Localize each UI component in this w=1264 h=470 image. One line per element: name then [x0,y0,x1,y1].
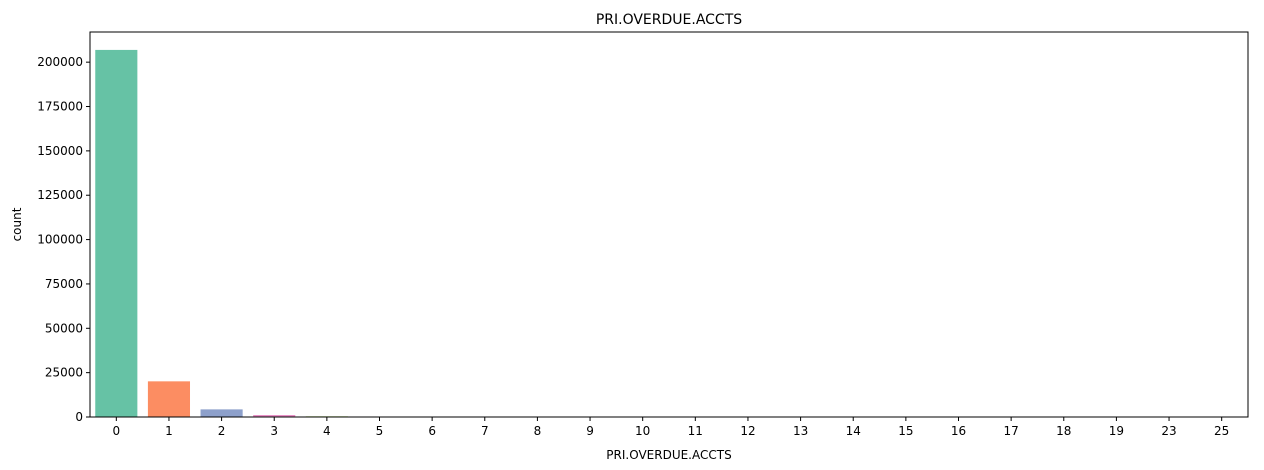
y-tick-label-200000: 200000 [37,55,83,69]
x-tick-label-0: 0 [112,424,120,438]
x-tick-label-8: 8 [534,424,542,438]
y-tick-label-150000: 150000 [37,144,83,158]
x-tick-label-6: 6 [428,424,436,438]
x-tick-label-16: 16 [951,424,966,438]
bar-3 [253,415,296,417]
x-tick-label-19: 19 [1109,424,1124,438]
y-axis: 0 25000 50000 75000 100000 125000 150000 175000… [37,55,90,424]
x-tick-label-10: 10 [635,424,650,438]
plot-frame [89,31,1249,418]
x-tick-label-23: 23 [1161,424,1176,438]
x-tick-label-4: 4 [323,424,331,438]
y-tick-label-125000: 125000 [37,188,83,202]
bars-group [95,49,927,418]
y-tick-label-100000: 100000 [37,233,83,247]
x-tick-label-2: 2 [218,424,226,438]
y-tick-label-50000: 50000 [45,321,83,335]
bar-2 [200,409,243,417]
y-axis-label: count [10,207,24,241]
x-tick-label-17: 17 [1003,424,1018,438]
x-tick-label-12: 12 [740,424,755,438]
x-tick-label-18: 18 [1056,424,1071,438]
x-tick-label-5: 5 [376,424,384,438]
bar-0 [95,49,138,418]
x-axis-label: PRI.OVERDUE.ACCTS [606,448,731,462]
x-tick-label-25: 25 [1214,424,1229,438]
chart-title: PRI.OVERDUE.ACCTS [596,12,742,28]
y-tick-label-75000: 75000 [45,277,83,291]
x-tick-label-13: 13 [793,424,808,438]
x-tick-label-1: 1 [165,424,173,438]
bar-1 [147,381,191,417]
x-tick-label-15: 15 [898,424,913,438]
y-tick-label-25000: 25000 [45,366,83,380]
x-tick-label-9: 9 [586,424,594,438]
y-tick-label-175000: 175000 [37,100,83,114]
x-axis: 0 1 2 3 4 5 6 7 8 9 10 11 12 13 14 15 16 17 18 19 23 25 [112,417,1229,438]
y-tick-label-0: 0 [75,410,83,424]
x-tick-label-11: 11 [688,424,703,438]
x-tick-label-3: 3 [270,424,278,438]
x-tick-label-7: 7 [481,424,489,438]
x-tick-label-14: 14 [846,424,861,438]
